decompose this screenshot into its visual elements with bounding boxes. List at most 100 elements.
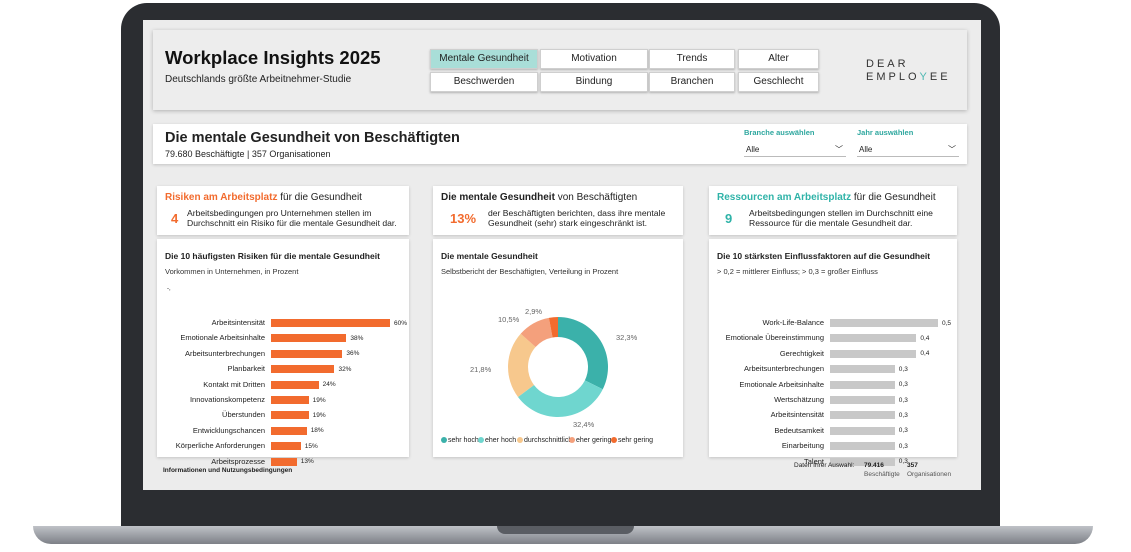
jahr-label: Jahr auswählen — [857, 128, 914, 137]
bar-label: Emotionale Arbeitsinhalte — [739, 379, 824, 389]
bar-value: 36% — [346, 350, 360, 358]
bar-label: Gerechtigkeit — [779, 348, 824, 358]
bar-label: Planbarkeit — [227, 364, 265, 374]
header-panel: Workplace Insights 2025 Deutschlands grö… — [153, 30, 967, 110]
bar — [271, 380, 319, 389]
bar — [271, 334, 347, 343]
laptop-notch — [497, 526, 634, 534]
donut-label: 10,5% — [498, 315, 520, 324]
bar — [830, 457, 895, 466]
chart-subtitle: Vorkommen in Unternehmen, in Prozent — [165, 267, 299, 276]
donut-slice — [548, 317, 558, 338]
kpi-ressourcen: Ressourcen am Arbeitsplatz für die Gesun… — [709, 186, 957, 235]
bar — [830, 396, 895, 404]
kpi-text: Arbeitsbedingungen stellen im Durchschni… — [749, 208, 933, 228]
kpi-title: Risiken am Arbeitsplatz für die Gesundhe… — [165, 192, 362, 203]
tab-motivation[interactable]: Motivation — [540, 49, 648, 69]
branche-select[interactable]: Alle ﹀ — [744, 143, 846, 157]
legend-item: durchschnittlich — [517, 437, 572, 444]
bar-value: 0,4 — [920, 334, 930, 342]
dashboard-screen: Workplace Insights 2025 Deutschlands grö… — [143, 20, 981, 490]
bar — [830, 380, 895, 389]
jahr-select[interactable]: Alle ﹀ — [857, 143, 959, 157]
bar-label: Bedeutsamkeit — [774, 425, 824, 435]
chart-einflussfaktoren: Die 10 stärksten Einflussfaktoren auf di… — [709, 239, 957, 466]
legend-dot — [441, 437, 447, 444]
kpi-text: Arbeitsbedingungen pro Unternehmen stell… — [187, 208, 397, 228]
tab-trends[interactable]: Trends — [649, 49, 735, 69]
bar-value: 60% — [394, 319, 408, 327]
donut-slice — [508, 333, 536, 397]
donut-slice — [558, 317, 608, 390]
donut-chart — [508, 317, 608, 417]
bar — [830, 365, 895, 374]
legend-item: sehr hoch — [441, 437, 479, 444]
bar-label: Überstunden — [222, 410, 265, 420]
donut-label: 32,3% — [616, 333, 638, 342]
bar-label: Kontakt mit Dritten — [203, 379, 265, 389]
bar-value: 18% — [310, 427, 324, 435]
app-title: Workplace Insights 2025 — [165, 47, 381, 68]
brand-part-c: EE — [929, 71, 951, 83]
bar-value: 0,3 — [898, 458, 908, 466]
kpi-title-main: Ressourcen am Arbeitsplatz — [717, 192, 852, 203]
kpi-mentale-gesundheit: Die mentale Gesundheit von Beschäftigten… — [433, 186, 683, 235]
chart-risiken: Die 10 häufigsten Risiken für die mental… — [157, 239, 409, 466]
bar-value: 0,3 — [898, 396, 908, 404]
brand-part-a: EMPLO — [866, 71, 920, 83]
tab-alter[interactable]: Alter — [738, 49, 819, 69]
bar-label: Einarbeitung — [781, 441, 824, 451]
donut-label: 21,8% — [470, 365, 492, 374]
legend-dot — [478, 437, 484, 444]
brand-line2: EMPLOYEE — [866, 71, 951, 84]
tab-mentale-gesundheit[interactable]: Mentale Gesundheit — [430, 49, 538, 69]
tab-geschlecht[interactable]: Geschlecht — [738, 72, 819, 92]
kpi-number: 13% — [450, 211, 477, 226]
bar — [271, 411, 309, 420]
bar-label: Wertschätzung — [774, 395, 824, 404]
kpi-title: Ressourcen am Arbeitsplatz für die Gesun… — [717, 192, 936, 203]
count-employees-label: Beschäftigte — [864, 471, 900, 478]
bar-value: 0,4 — [920, 350, 930, 358]
legend-label: durchschnittlich — [524, 437, 573, 444]
bar-label: Arbeitsintensität — [211, 318, 265, 327]
bar-label: Emotionale Übereinstimmung — [725, 333, 824, 343]
tab-branchen[interactable]: Branchen — [649, 72, 735, 92]
bar — [271, 396, 309, 404]
laptop-base — [33, 526, 1093, 544]
bar-label: Arbeitsunterbrechungen — [184, 348, 265, 358]
kpi-title: Die mentale Gesundheit von Beschäftigten — [441, 192, 637, 203]
chart-subtitle: > 0,2 = mittlerer Einfluss; > 0,3 = groß… — [717, 267, 878, 276]
chart-title: Die 10 häufigsten Risiken für die mental… — [165, 251, 380, 261]
page-subtitle: 79.680 Beschäftigte | 357 Organisationen — [165, 149, 331, 159]
branche-label: Branche auswählen — [744, 128, 815, 137]
legend-item: eher hoch — [478, 437, 516, 444]
bar-label: Körperliche Anforderungen — [175, 441, 265, 451]
bar — [271, 349, 343, 358]
info-link[interactable]: Informationen und Nutzungsbedingungen — [163, 467, 293, 474]
chevron-down-icon: ﹀ — [835, 145, 843, 154]
bar — [271, 319, 390, 327]
count-orgs-label: Organisationen — [907, 471, 952, 478]
kpi-title-rest: für die Gesundheit — [851, 192, 936, 203]
donut-slice — [520, 317, 553, 348]
bar-value: 0,3 — [898, 381, 908, 389]
bar-value: 19% — [312, 411, 326, 419]
donut-label: 2,9% — [525, 307, 543, 316]
bar-value: 0,5 — [942, 319, 952, 327]
legend-item: sehr gering — [611, 437, 653, 444]
bar-value: 15% — [304, 442, 318, 450]
legend-dot — [569, 437, 575, 444]
donut-label: 32,4% — [573, 420, 595, 429]
kpi-title-main: Risiken am Arbeitsplatz — [165, 192, 278, 203]
branche-value: Alle — [746, 145, 760, 154]
bar-value: 32% — [338, 365, 352, 373]
bar-label: Arbeitsunterbrechungen — [743, 364, 824, 374]
tab-bindung[interactable]: Bindung — [540, 72, 648, 92]
bar-value: 19% — [312, 396, 326, 404]
bar-value: 0,3 — [898, 442, 908, 450]
brand-logo: DEAR EMPLOYEE — [866, 58, 951, 84]
chevron-down-icon: ﹀ — [948, 145, 956, 154]
bar — [830, 334, 917, 343]
tab-beschwerden[interactable]: Beschwerden — [430, 72, 538, 92]
